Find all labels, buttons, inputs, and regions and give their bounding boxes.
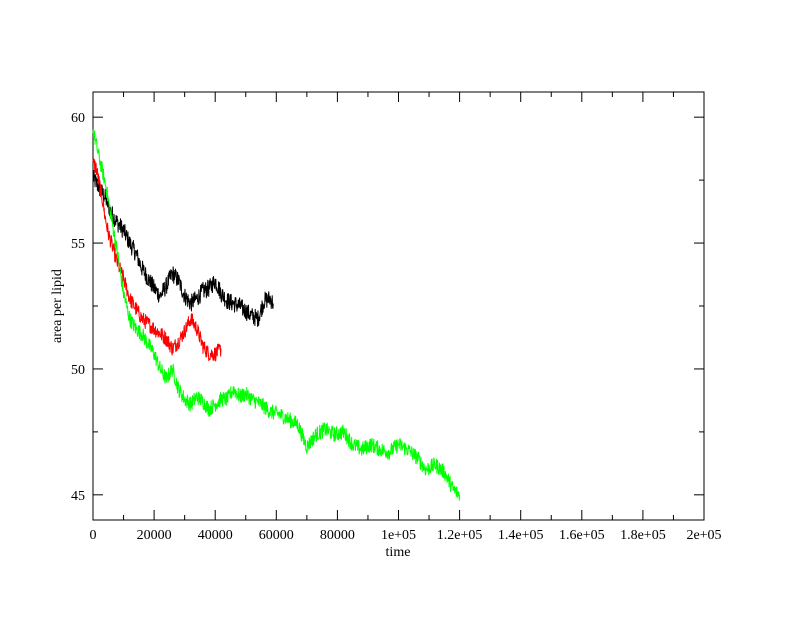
x-tick-label: 1.8e+05	[620, 528, 666, 543]
x-axis-label: time	[386, 545, 411, 560]
x-tick-label: 60000	[259, 528, 294, 543]
x-tick-label: 1.2e+05	[437, 528, 483, 543]
y-tick-label: 60	[71, 111, 85, 126]
series-line-2	[92, 157, 222, 362]
y-tick-label: 45	[71, 489, 85, 504]
y-tick-label: 55	[71, 237, 85, 252]
x-tick-label: 40000	[198, 528, 233, 543]
series-line-3	[92, 129, 461, 501]
y-axis-label: area per lipid	[50, 269, 65, 343]
x-tick-label: 0	[90, 528, 97, 543]
series-layer	[92, 129, 461, 501]
x-tick-label: 2e+05	[686, 528, 721, 543]
x-tick-label: 80000	[320, 528, 355, 543]
series-line-1	[92, 170, 274, 328]
x-tick-label: 20000	[137, 528, 172, 543]
plot-frame	[92, 91, 705, 521]
x-tick-label: 1.4e+05	[498, 528, 544, 543]
x-tick-label: 1e+05	[381, 528, 416, 543]
x-tick-label: 1.6e+05	[559, 528, 605, 543]
ticks-layer: 0 20000 40000 60000 80000 1e+05 1.2e+05 1.4e+05…	[71, 92, 722, 543]
y-tick-label: 50	[71, 363, 85, 378]
